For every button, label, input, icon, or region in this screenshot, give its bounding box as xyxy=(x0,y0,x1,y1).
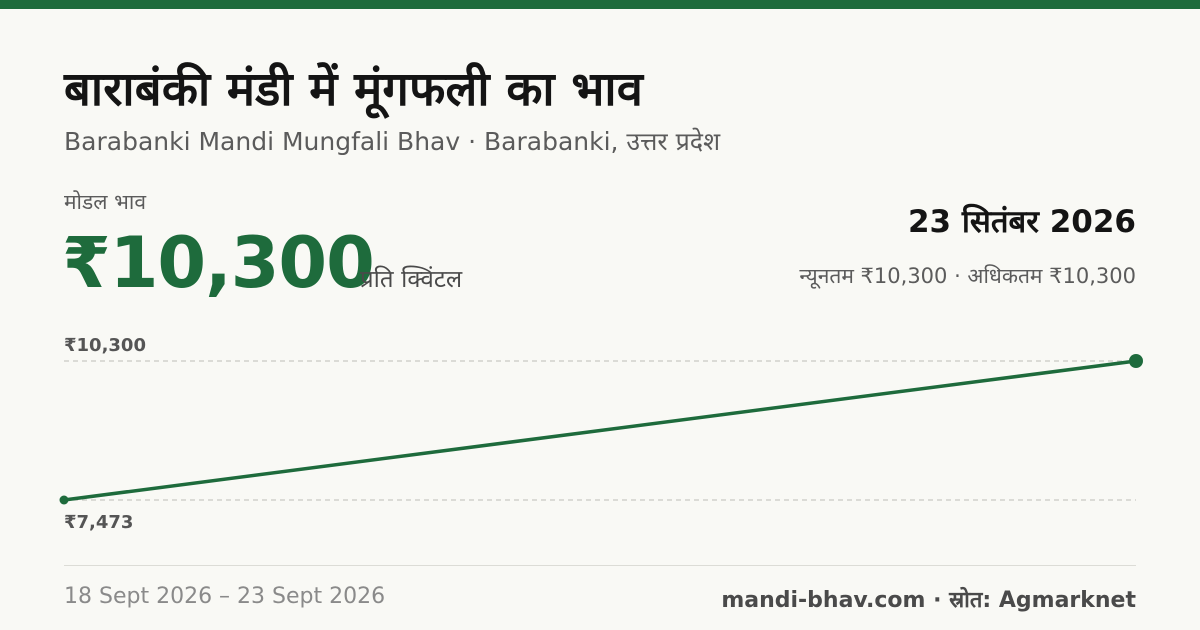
page-subtitle: Barabanki Mandi Mungfali Bhav · Barabank… xyxy=(64,127,721,156)
price-unit: प्रति क्विंटल xyxy=(360,265,463,293)
tick-label-min: ₹7,473 xyxy=(64,512,133,533)
price-trend-chart: ₹10,300 ₹7,473 xyxy=(59,335,1143,533)
series-line xyxy=(62,359,1138,502)
modal-price-value: ₹10,300 xyxy=(62,222,375,304)
tick-label-max: ₹10,300 xyxy=(64,335,146,356)
page-title: बाराबंकी मंडी में मूंगफली का भाव xyxy=(64,62,644,117)
min-max-range: न्यूनतम ₹10,300 · अधिकतम ₹10,300 xyxy=(799,264,1136,288)
footer-date-range: 18 Sept 2026 – 23 Sept 2026 xyxy=(64,584,386,609)
modal-price-label: मोडल भाव xyxy=(64,190,147,214)
price-date: 23 सितंबर 2026 xyxy=(907,204,1136,240)
data-point xyxy=(59,495,69,505)
top-accent-bar xyxy=(0,0,1200,9)
footer-source: mandi-bhav.com · स्रोत: Agmarknet xyxy=(721,588,1136,613)
footer-divider xyxy=(64,565,1136,566)
data-point-latest xyxy=(1129,354,1143,368)
series-points xyxy=(59,354,1143,505)
